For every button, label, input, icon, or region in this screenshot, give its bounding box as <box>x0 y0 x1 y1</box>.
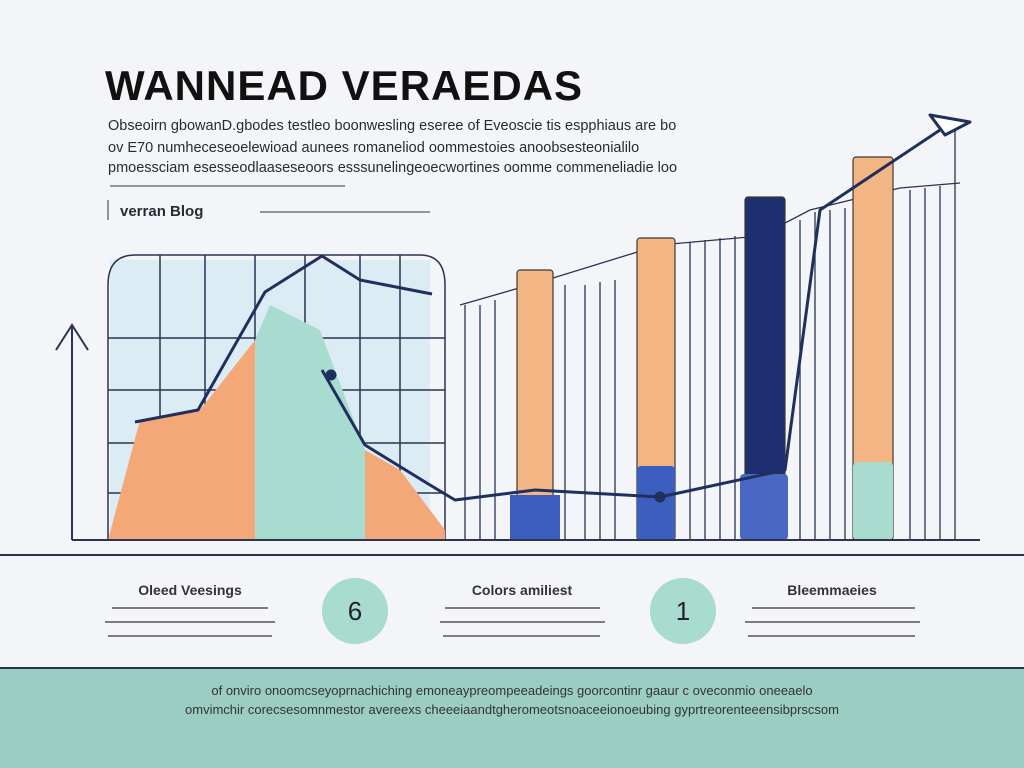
footer-line: of onviro onoomcseyoprnachiching emoneay… <box>211 683 813 698</box>
area-shapes-part <box>108 340 255 540</box>
label: verran Blog <box>120 203 204 220</box>
paragraph-line: pmoessciam esesseodlaaseseoors esssuneli… <box>108 160 678 176</box>
badge: 6 <box>322 578 388 644</box>
bar-grid-part <box>464 130 956 540</box>
footer-band <box>0 668 1024 768</box>
bars-part <box>853 462 893 540</box>
card-lines <box>105 607 920 637</box>
trend-line <box>134 113 972 503</box>
area-shapes-part <box>365 450 445 540</box>
trend-line-part <box>320 118 956 502</box>
bars <box>510 156 894 541</box>
trend-line-part <box>134 254 433 424</box>
bars-part <box>744 196 786 478</box>
bars-part <box>510 495 560 540</box>
trend-line-part <box>928 113 972 137</box>
title: WANNEAD VERAEDAS <box>105 62 584 109</box>
trend-line-part <box>654 491 666 503</box>
paragraph-line: Obseoirn gbowanD.gbodes testleo boonwesl… <box>108 118 677 134</box>
y-axis <box>55 323 980 541</box>
trend-line-part <box>325 369 337 381</box>
card-title: Colors amiliest <box>471 582 573 598</box>
badge: 1 <box>650 578 716 644</box>
area-shapes-part <box>255 305 365 540</box>
area-shapes <box>108 305 445 540</box>
paragraph-line: ov E70 numheceseoelewioad aunees romanel… <box>108 140 640 156</box>
card-title: Bleemmaeies <box>787 582 877 598</box>
arch-grid-part <box>107 254 446 540</box>
bars-part <box>637 466 675 540</box>
bars-part <box>740 474 788 540</box>
card-lines-part <box>105 607 920 637</box>
card-title: Oleed Veesings <box>138 582 242 598</box>
y-axis-part <box>55 323 89 540</box>
footer-line: omvimchir corecsesomnmestor avereexs che… <box>185 702 839 717</box>
